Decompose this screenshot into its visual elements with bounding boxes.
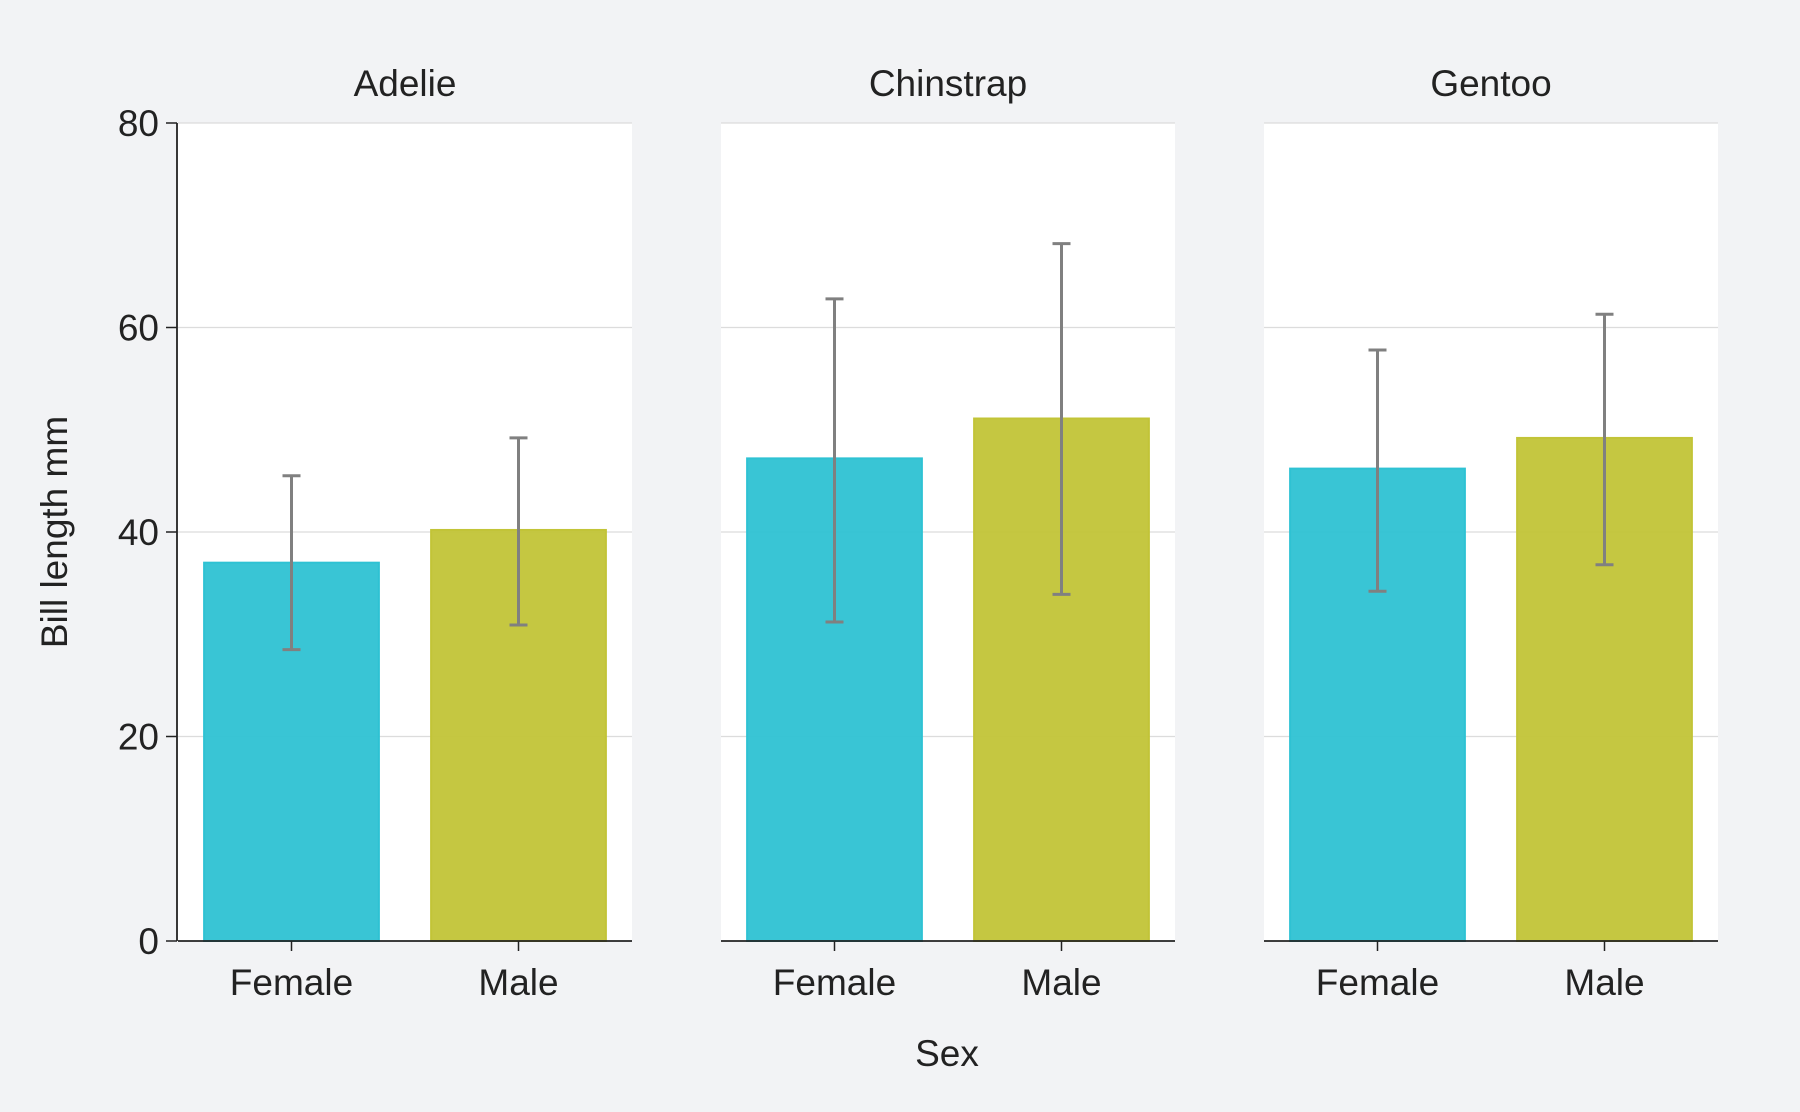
x-tick-label: Female: [230, 962, 353, 1003]
x-tick-label: Female: [1316, 962, 1439, 1003]
x-axis-title: Sex: [915, 1033, 979, 1074]
y-tick-label: 60: [118, 308, 159, 349]
facet-title: Adelie: [354, 63, 457, 104]
x-tick-label: Male: [1564, 962, 1644, 1003]
x-tick-label: Female: [773, 962, 896, 1003]
y-tick-label: 80: [118, 103, 159, 144]
x-tick-label: Male: [478, 962, 558, 1003]
facet-title: Gentoo: [1430, 63, 1551, 104]
x-tick-label: Male: [1021, 962, 1101, 1003]
y-tick-label: 40: [118, 512, 159, 553]
y-tick-label: 0: [138, 921, 159, 962]
y-axis-title: Bill length mm: [34, 416, 75, 648]
facet-title: Chinstrap: [869, 63, 1027, 104]
y-tick-label: 20: [118, 717, 159, 758]
